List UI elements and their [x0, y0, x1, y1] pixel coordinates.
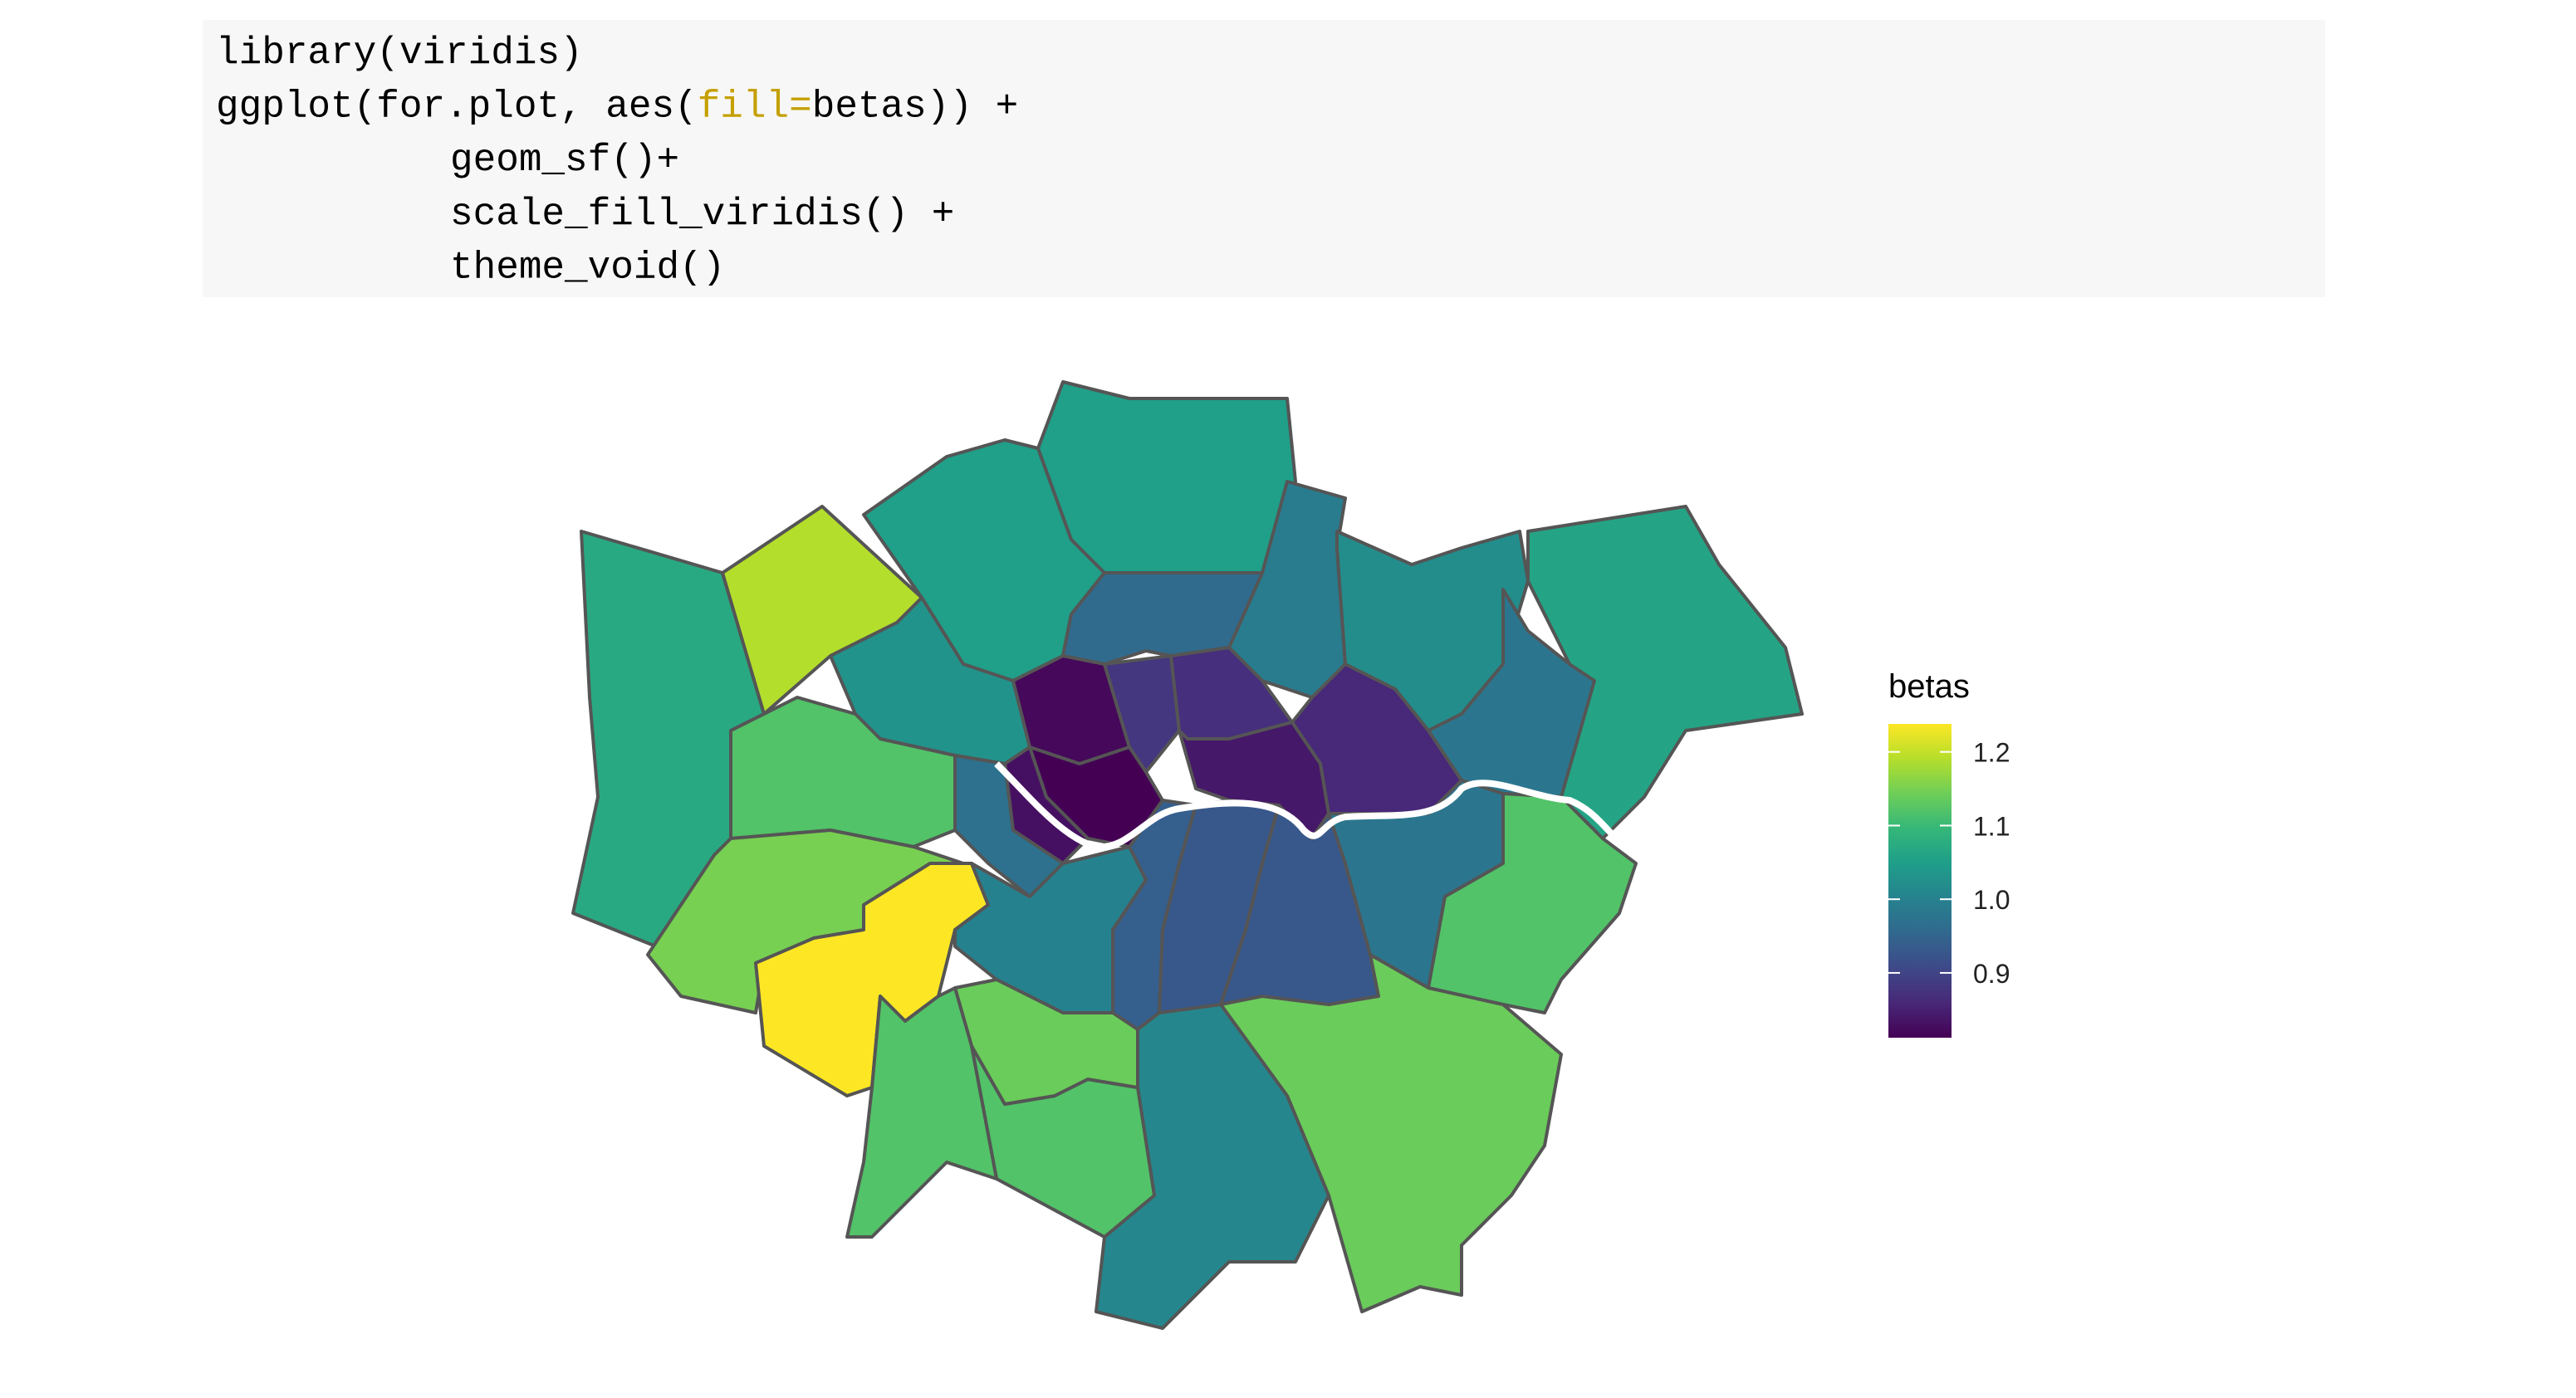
region — [953, 978, 1139, 1106]
legend: betas 0.9 1.0 1.1 1.2 — [1888, 668, 2010, 1038]
colorbar-label: 1.1 — [1973, 811, 2010, 841]
region — [1427, 792, 1638, 1014]
code-token: fill= — [698, 86, 812, 129]
colorbar-label: 0.9 — [1973, 959, 2010, 989]
code-token: geom_sf()+ — [450, 139, 679, 182]
code-token: library(viridis) — [216, 32, 583, 75]
region — [1103, 654, 1181, 774]
region — [1061, 571, 1264, 666]
code-block — [203, 20, 2325, 297]
code-line: theme_void() — [450, 246, 725, 289]
code-line: geom_sf()+ — [450, 139, 679, 182]
code-token: scale_fill_viridis() + — [450, 193, 954, 236]
region — [1219, 953, 1563, 1313]
code-line: scale_fill_viridis() + — [450, 193, 954, 236]
region — [845, 986, 998, 1239]
legend-title: betas — [1888, 668, 1970, 705]
code-line: ggplot(for.plot, aes(fill=betas)) + — [216, 86, 1018, 129]
colorbar — [1888, 724, 1952, 1038]
river — [994, 761, 1638, 853]
code-token: betas)) + — [812, 86, 1018, 129]
code-token: theme_void() — [450, 246, 725, 289]
region — [1526, 505, 1804, 840]
colorbar-label: 1.0 — [1973, 885, 2010, 915]
code-line: library(viridis) — [216, 32, 583, 75]
colorbar-label: 1.2 — [1973, 738, 2010, 768]
code-lines: library(viridis) ggplot(for.plot, aes(fil… — [216, 32, 1018, 289]
code-token: ggplot(for.plot, aes( — [216, 86, 698, 129]
map — [571, 380, 1804, 1330]
region — [1036, 380, 1297, 574]
